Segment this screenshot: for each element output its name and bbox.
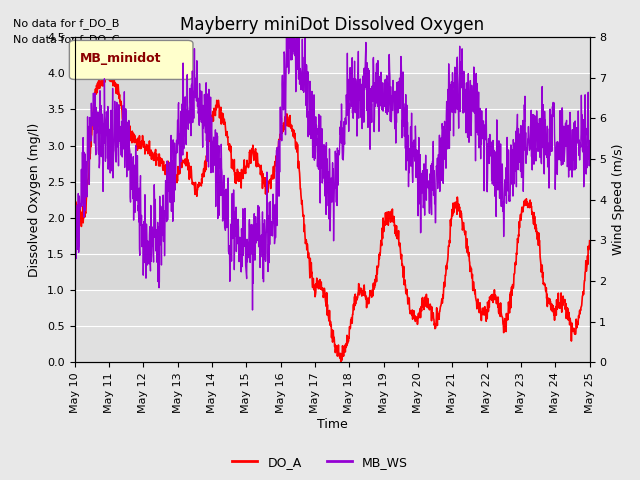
Bar: [74, 290, 589, 362]
Y-axis label: Dissolved Oxygen (mg/l): Dissolved Oxygen (mg/l): [29, 122, 42, 277]
Bar: [74, 37, 589, 73]
Title: Mayberry miniDot Dissolved Oxygen: Mayberry miniDot Dissolved Oxygen: [180, 16, 484, 34]
Bar: [74, 145, 589, 218]
Bar: [74, 73, 589, 145]
X-axis label: Time: Time: [317, 419, 348, 432]
Text: No data for f_DO_B: No data for f_DO_B: [13, 18, 119, 29]
Y-axis label: Wind Speed (m/s): Wind Speed (m/s): [612, 144, 625, 255]
FancyBboxPatch shape: [69, 40, 193, 79]
Text: No data for f_DO_C: No data for f_DO_C: [13, 34, 119, 45]
Text: MB_minidot: MB_minidot: [79, 52, 161, 65]
Legend: DO_A, MB_WS: DO_A, MB_WS: [227, 451, 413, 474]
Bar: [74, 218, 589, 290]
